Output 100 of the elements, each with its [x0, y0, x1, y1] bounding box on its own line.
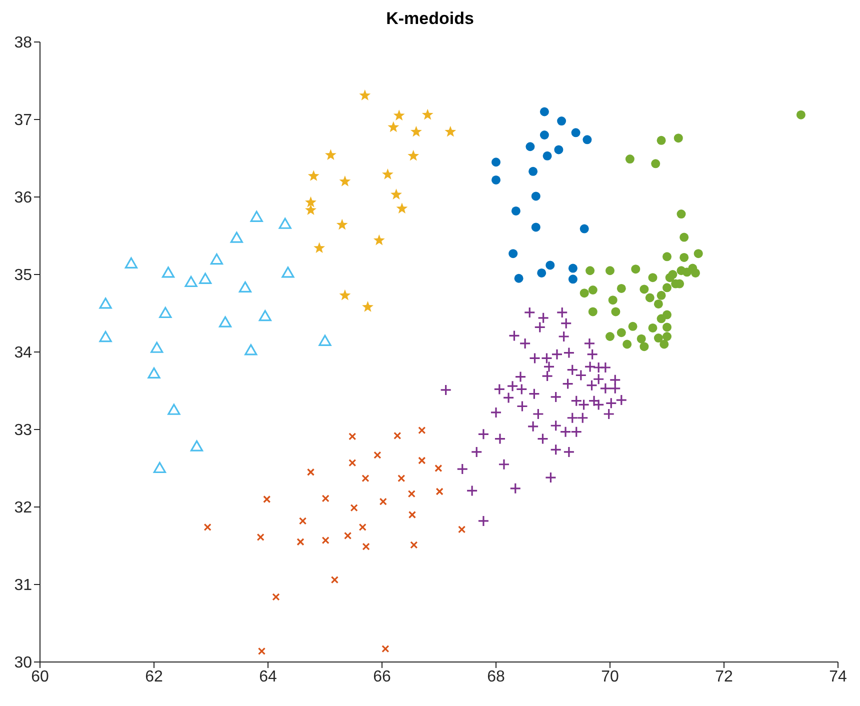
point — [648, 273, 658, 282]
point — [418, 426, 426, 434]
point — [296, 538, 304, 546]
point — [339, 289, 351, 300]
x-tick-label: 60 — [31, 668, 49, 686]
point — [148, 367, 160, 378]
point — [508, 249, 518, 258]
point — [348, 432, 356, 440]
point — [348, 459, 356, 467]
point — [162, 266, 175, 278]
point — [374, 451, 382, 459]
point — [662, 332, 672, 341]
point — [124, 257, 138, 268]
point — [204, 523, 212, 531]
point — [528, 166, 538, 176]
point — [330, 576, 338, 584]
point — [616, 284, 626, 293]
point — [322, 536, 330, 544]
point — [680, 232, 689, 242]
point — [436, 488, 444, 496]
point — [622, 340, 632, 349]
point — [434, 464, 442, 472]
point — [199, 272, 212, 284]
point — [408, 150, 420, 161]
point — [582, 135, 592, 144]
point — [625, 154, 634, 164]
y-tick-label: 31 — [14, 577, 32, 594]
point — [492, 158, 500, 167]
x-tick-label: 62 — [145, 668, 163, 686]
point — [540, 130, 549, 140]
point — [680, 252, 689, 262]
point — [640, 342, 649, 352]
y-tick-label: 34 — [14, 344, 32, 362]
y-tick-label: 30 — [14, 654, 32, 672]
point — [410, 541, 418, 549]
point — [322, 494, 330, 502]
point — [514, 274, 524, 283]
point — [150, 342, 164, 353]
x-tick-label: 70 — [601, 668, 619, 686]
point — [314, 242, 326, 254]
point — [190, 440, 204, 452]
point — [422, 108, 434, 120]
point — [258, 310, 272, 322]
point — [230, 232, 243, 243]
point — [324, 149, 336, 160]
y-tick-label: 36 — [14, 190, 32, 207]
point — [676, 266, 686, 276]
point — [662, 283, 672, 292]
point — [656, 136, 666, 145]
point — [379, 498, 387, 506]
point — [546, 260, 555, 270]
point — [272, 593, 280, 601]
point — [244, 344, 258, 356]
point — [336, 218, 348, 230]
point — [648, 323, 658, 332]
point — [611, 307, 620, 316]
y-tick-label: 38 — [14, 34, 32, 52]
point — [492, 175, 500, 184]
x-tick-label: 68 — [487, 668, 505, 686]
point — [668, 270, 678, 279]
point — [408, 510, 416, 519]
point — [393, 110, 405, 120]
point — [159, 306, 172, 318]
x-tick-label: 64 — [259, 668, 277, 686]
point — [210, 253, 223, 265]
point — [308, 170, 320, 181]
point — [362, 474, 370, 482]
point — [99, 330, 112, 342]
point — [656, 314, 666, 324]
point — [238, 281, 252, 292]
point — [99, 298, 112, 309]
point — [398, 474, 406, 482]
point — [531, 222, 540, 232]
point — [651, 159, 660, 168]
point — [654, 334, 663, 343]
y-tick-label: 32 — [14, 500, 32, 517]
point — [418, 456, 426, 464]
point — [557, 116, 566, 126]
point — [662, 252, 672, 262]
point — [218, 316, 232, 328]
point — [388, 121, 400, 132]
point — [676, 210, 686, 219]
point — [394, 432, 402, 440]
point — [537, 268, 546, 278]
point — [339, 176, 351, 186]
point — [645, 293, 654, 302]
point — [256, 533, 264, 542]
point — [390, 188, 402, 200]
point — [263, 495, 271, 504]
point — [526, 142, 535, 152]
point — [796, 110, 806, 120]
point — [344, 532, 352, 540]
point — [656, 290, 666, 300]
point — [580, 224, 589, 234]
x-tick-label: 74 — [829, 668, 847, 686]
point — [694, 249, 703, 258]
point — [606, 332, 614, 341]
point — [153, 462, 166, 474]
point — [636, 334, 646, 344]
x-tick-label: 72 — [715, 668, 733, 686]
